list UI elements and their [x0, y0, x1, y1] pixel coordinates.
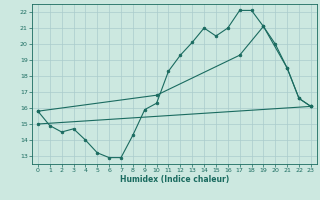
X-axis label: Humidex (Indice chaleur): Humidex (Indice chaleur) — [120, 175, 229, 184]
